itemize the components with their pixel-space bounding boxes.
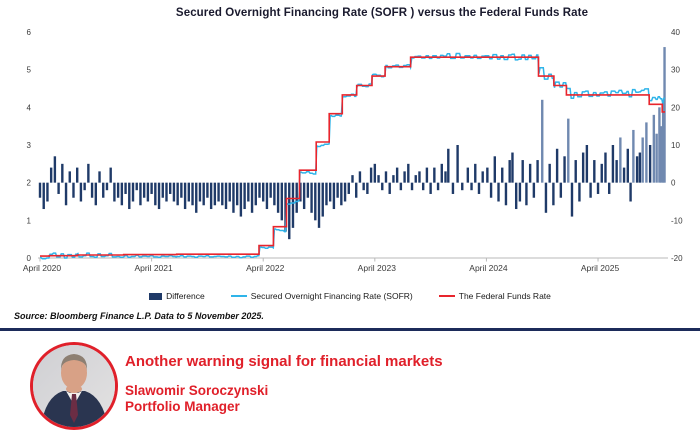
svg-text:0: 0	[27, 254, 32, 263]
svg-text:April 2023: April 2023	[358, 263, 397, 273]
svg-text:April 2021: April 2021	[134, 263, 173, 273]
legend-label: Secured Overnight Financing Rate (SOFR)	[250, 291, 413, 301]
difference-bar-swatch-icon	[149, 292, 163, 300]
author-portrait-illustration	[33, 345, 115, 427]
svg-text:-20: -20	[671, 254, 683, 263]
svg-text:-10: -10	[671, 216, 683, 225]
sofr-ffr-chart: 0 1 2 3 4 5 6 -20 -10 0 10 20 30 40 April 2020 April 20…	[23, 28, 683, 273]
legend-item-sofr: Secured Overnight Financing Rate (SOFR)	[230, 291, 413, 301]
footer-author-role: Portfolio Manager	[125, 399, 240, 414]
footer-author-name: Slawomir Soroczynski	[125, 383, 269, 398]
svg-text:1: 1	[27, 216, 32, 225]
svg-text:0: 0	[671, 179, 676, 188]
divider-rule	[0, 328, 700, 331]
chart-title: Secured Overnight Financing Rate (SOFR )…	[175, 7, 589, 19]
svg-text:20: 20	[671, 103, 680, 112]
svg-text:April 2020: April 2020	[23, 263, 62, 273]
legend-item-difference: Difference	[149, 291, 205, 301]
sofr-line-swatch-icon	[230, 294, 247, 298]
legend-label: The Federal Funds Rate	[458, 291, 551, 301]
legend-item-fed-funds: The Federal Funds Rate	[438, 291, 551, 301]
fed-funds-line-swatch-icon	[438, 294, 455, 298]
author-photo	[30, 342, 118, 430]
svg-text:10: 10	[671, 141, 680, 150]
svg-text:3: 3	[27, 141, 32, 150]
source-note: Source: Bloomberg Finance L.P. Data to 5…	[14, 311, 264, 321]
legend-label: Difference	[166, 291, 205, 301]
svg-text:40: 40	[671, 28, 680, 37]
svg-text:April 2022: April 2022	[246, 263, 285, 273]
footer-headline: Another warning signal for financial mar…	[125, 353, 443, 370]
svg-text:2: 2	[27, 179, 32, 188]
svg-text:5: 5	[27, 66, 32, 75]
svg-text:6: 6	[27, 28, 32, 37]
svg-text:April 2025: April 2025	[581, 263, 620, 273]
svg-text:4: 4	[27, 103, 32, 112]
svg-text:30: 30	[671, 66, 680, 75]
svg-text:April 2024: April 2024	[469, 263, 508, 273]
chart-legend: Difference Secured Overnight Financing R…	[0, 291, 700, 301]
